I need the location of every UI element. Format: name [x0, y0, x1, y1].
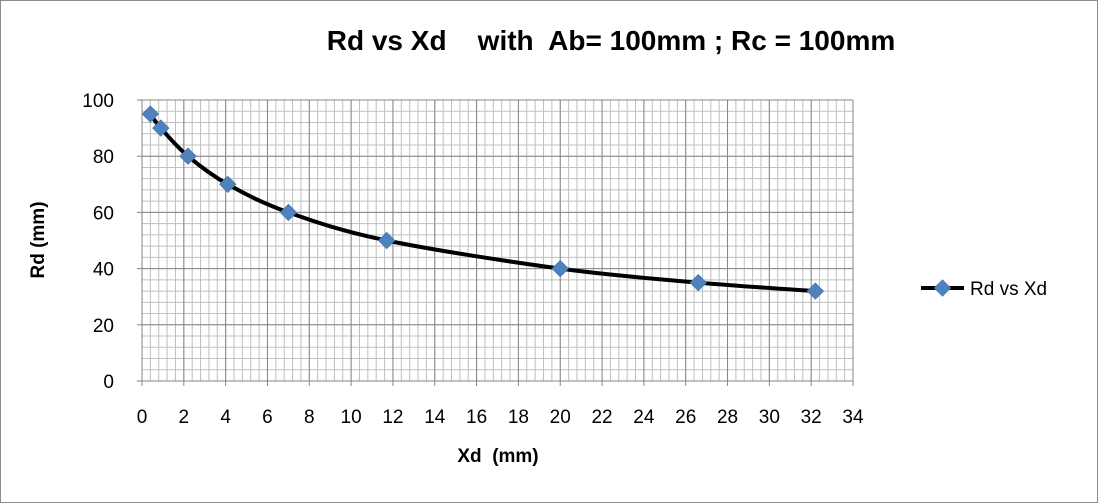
data-point-marker	[551, 259, 569, 278]
x-tick-label: 14	[424, 407, 446, 428]
axes	[137, 99, 854, 386]
data-point-marker	[141, 105, 160, 123]
plot-area	[142, 100, 853, 381]
x-tick-label: 6	[262, 407, 273, 428]
plot-background	[142, 100, 853, 381]
x-tick-label: 28	[717, 407, 738, 428]
y-tick-label: 80	[93, 147, 114, 168]
y-tick-label: 40	[93, 260, 114, 281]
gridlines	[141, 99, 854, 382]
data-point-marker	[219, 175, 237, 194]
x-tick-label: 32	[801, 407, 822, 428]
y-tick-label: 60	[93, 203, 114, 224]
x-tick-label: 2	[179, 407, 190, 428]
series-line	[148, 112, 818, 294]
data-point-marker	[179, 147, 197, 165]
x-tick-label: 20	[550, 407, 571, 428]
x-tick-labels: 0 2 4 6 8 10 12 14 16 18 20 22 24 26 28 30 32 34	[137, 407, 864, 428]
y-tick-label: 100	[82, 91, 114, 112]
data-point-marker	[806, 282, 825, 300]
x-tick-label: 12	[382, 407, 403, 428]
x-tick-label: 10	[341, 407, 362, 428]
legend-marker-swatch	[933, 279, 952, 297]
x-tick-label: 8	[304, 407, 315, 428]
y-axis-label: Rd (mm)	[28, 201, 49, 278]
legend-label-rd-vs-xd: Rd vs Xd	[970, 279, 1047, 300]
legend: Rd vs Xd	[921, 279, 1047, 300]
x-tick-label: 0	[137, 407, 148, 428]
x-tick-label: 24	[633, 407, 655, 428]
data-point-marker	[377, 231, 396, 250]
x-tick-label: 18	[508, 407, 529, 428]
y-tick-label: 0	[103, 372, 114, 393]
series-layer	[141, 105, 825, 300]
x-tick-label: 4	[220, 407, 231, 428]
data-point-marker	[152, 119, 170, 137]
x-axis-label: Xd (mm)	[457, 446, 538, 467]
x-tick-label: 34	[842, 407, 864, 428]
y-tick-label: 20	[93, 316, 114, 337]
x-tick-label: 16	[466, 407, 487, 428]
x-tick-label: 30	[759, 407, 780, 428]
y-tick-labels: 0 20 40 60 80 100	[82, 91, 114, 393]
x-tick-label: 22	[591, 407, 612, 428]
chart-title: Rd vs Xd with Ab= 100mm ; Rc = 100mm	[327, 25, 896, 56]
x-tick-label: 26	[675, 407, 696, 428]
data-point-marker	[689, 273, 707, 292]
data-point-marker	[279, 203, 298, 222]
